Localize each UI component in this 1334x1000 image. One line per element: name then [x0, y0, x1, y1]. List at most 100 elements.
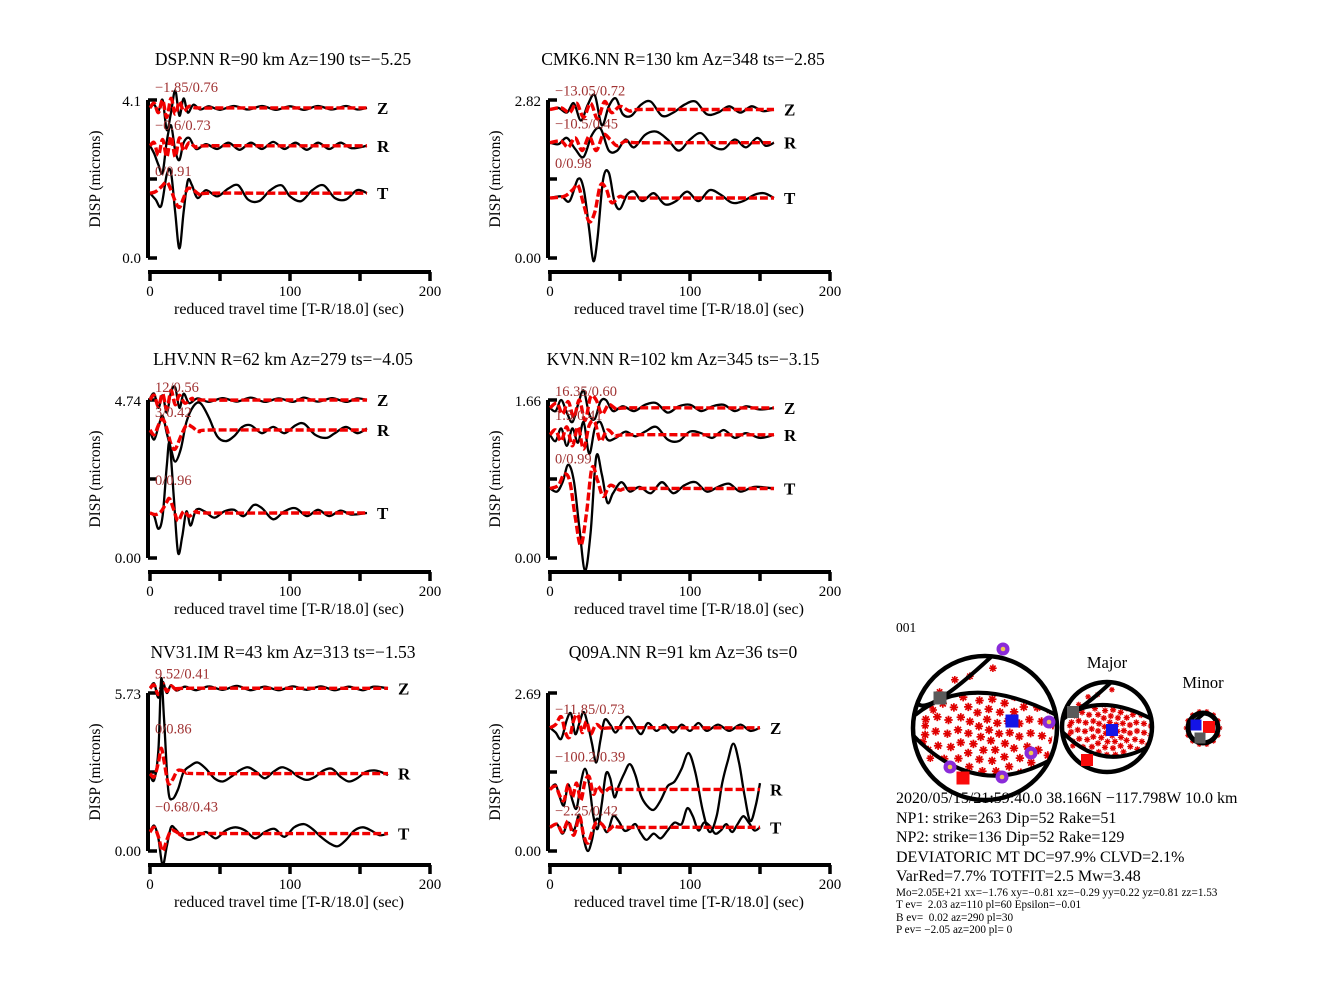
asterisk-fill-mark: [1123, 737, 1130, 744]
asterisk-fill-mark: [987, 756, 997, 766]
waveform-observed-T: [148, 822, 389, 867]
station-panel-svg: KVN.NN R=102 km Az=345 ts=−3.15 DISP (mic…: [487, 349, 842, 618]
waveform-synthetic-Z: [148, 96, 368, 120]
asterisk-fill-mark: [1014, 682, 1022, 690]
asterisk-fill-mark: [964, 729, 973, 738]
asterisk-fill-mark: [1066, 722, 1073, 729]
t-axis-line: T ev= 2.03 az=110 pl=60 Epsilon=−0.01: [896, 899, 1082, 912]
asterisk-fill-mark: [1109, 686, 1115, 693]
asterisk-fill-mark: [1026, 758, 1036, 767]
asterisk-fill-mark: [1096, 720, 1103, 727]
asterisk-fill-mark: [984, 704, 993, 714]
station-panel-Q09A.NN: Q09A.NN R=91 km Az=36 ts=0 DISP (microns)…: [470, 635, 870, 920]
waveform-synthetic-Z: [549, 99, 774, 121]
x-tick-label: 200: [419, 877, 442, 893]
asterisk-fill-mark: [1109, 745, 1117, 752]
waveform-synthetic-Z: [148, 388, 367, 412]
asterisk-fill-mark: [958, 668, 966, 676]
p-axis-line: P ev= −2.05 az=200 pl= 0: [896, 923, 1013, 936]
x-tick-label: 200: [819, 584, 842, 600]
asterisk-fill-mark: [1088, 743, 1095, 750]
moment-tensor-line: Mo=2.05E+21 xx=−1.76 xy=−0.81 xz=−0.29 y…: [896, 886, 1218, 899]
y-max-tick-label: 4.74: [115, 394, 142, 410]
y-max-tick-label: 2.82: [515, 94, 541, 110]
asterisk-fill-mark: [933, 741, 943, 750]
asterisk-fill-mark: [1095, 711, 1102, 718]
component-label-R: R: [377, 137, 390, 156]
asterisk-fill-mark: [1075, 717, 1082, 724]
component-label-Z: Z: [770, 719, 781, 738]
asterisk-fill-mark: [1076, 735, 1083, 742]
x-axis-label: reduced travel time [T-R/18.0] (sec): [174, 601, 404, 618]
shift-correlation-annotation-T: 0/0.99: [555, 451, 592, 467]
asterisk-fill-mark: [1119, 688, 1125, 694]
waveform-synthetic-Z: [548, 393, 775, 423]
asterisk-fill-mark: [1117, 742, 1124, 749]
shift-correlation-annotation-T: −0.68/0.43: [155, 800, 218, 816]
y-min-tick-label: 0.00: [515, 251, 541, 267]
asterisk-fill-mark: [1081, 728, 1089, 735]
station-panel-LHV.NN: LHV.NN R=62 km Az=279 ts=−4.05 DISP (micr…: [70, 342, 470, 627]
asterisk-fill-mark: [1088, 725, 1095, 733]
asterisk-fill-mark: [1106, 719, 1113, 726]
asterisk-fill-mark: [1117, 734, 1125, 741]
shift-correlation-annotation-T: −2.25/0.42: [555, 803, 618, 819]
waveform-synthetic-T: [549, 814, 760, 845]
asterisk-fill-mark: [975, 696, 984, 705]
asterisk-fill-mark: [994, 729, 1004, 738]
asterisk-fill-mark: [1100, 694, 1106, 700]
asterisk-fill-mark: [1133, 727, 1141, 735]
panel-title: Q09A.NN R=91 km Az=36 ts=0: [569, 642, 798, 662]
y-min-tick-label: 0.00: [115, 551, 141, 567]
asterisk-fill-mark: [988, 694, 997, 704]
component-label-T: T: [784, 479, 796, 498]
nodal-plane-arc: [1060, 730, 1148, 759]
asterisk-fill-mark: [979, 745, 988, 755]
station-panel-KVN.NN: KVN.NN R=102 km Az=345 ts=−3.15 DISP (mic…: [470, 342, 870, 627]
minor-beachball-label: Minor: [1182, 673, 1224, 692]
main-beachball: [910, 642, 1060, 803]
waveform-synthetic-Z: [549, 712, 760, 740]
station-panel-svg: LHV.NN R=62 km Az=279 ts=−4.05 DISP (micr…: [87, 349, 442, 618]
asterisk-fill-mark: [1133, 719, 1140, 726]
asterisk-fill-mark: [1101, 744, 1109, 751]
y-min-tick-label: 0.00: [515, 844, 541, 860]
x-tick-label: 0: [146, 284, 154, 300]
station-position-marker: [943, 760, 957, 774]
y-axis-label: DISP (microns): [87, 130, 104, 227]
p-axis-square: [956, 771, 970, 785]
station-position-marker: [995, 770, 1009, 784]
x-tick-label: 200: [419, 584, 442, 600]
shift-correlation-annotation-T: 0/0.91: [155, 164, 192, 180]
asterisk-fill-mark: [1102, 759, 1108, 765]
asterisk-fill-mark: [973, 674, 981, 682]
asterisk-fill-mark: [949, 703, 959, 712]
shift-correlation-annotation-T: 0/0.96: [155, 473, 192, 489]
component-label-Z: Z: [784, 399, 795, 418]
x-tick-label: 0: [146, 584, 154, 600]
t-axis-square: [1190, 719, 1202, 731]
b-axis-square: [1067, 706, 1079, 718]
asterisk-fill-mark: [1037, 731, 1047, 741]
waveform-synthetic-R: [548, 774, 761, 803]
asterisk-fill-mark: [956, 713, 966, 722]
y-min-tick-label: 0.0: [122, 251, 141, 267]
asterisk-fill-mark: [993, 718, 1002, 728]
asterisk-fill-mark: [1086, 711, 1093, 718]
component-label-T: T: [377, 184, 389, 203]
y-min-tick-label: 0.00: [115, 844, 141, 860]
panel-title: NV31.IM R=43 km Az=313 ts=−1.53: [150, 642, 415, 662]
asterisk-fill-mark: [953, 725, 963, 735]
component-label-Z: Z: [784, 100, 795, 119]
x-axis-label: reduced travel time [T-R/18.0] (sec): [574, 301, 804, 318]
t-axis-square: [1106, 724, 1118, 736]
beachball-outline: [910, 653, 1060, 803]
asterisk-fill-mark: [1126, 698, 1132, 704]
asterisk-fill-mark: [1098, 734, 1105, 741]
asterisk-fill-mark: [1123, 714, 1130, 721]
shift-correlation-annotation-R: −10.5/0.45: [555, 117, 618, 133]
x-tick-label: 100: [679, 584, 702, 600]
asterisk-fill-mark: [975, 755, 984, 764]
component-label-R: R: [398, 765, 411, 784]
